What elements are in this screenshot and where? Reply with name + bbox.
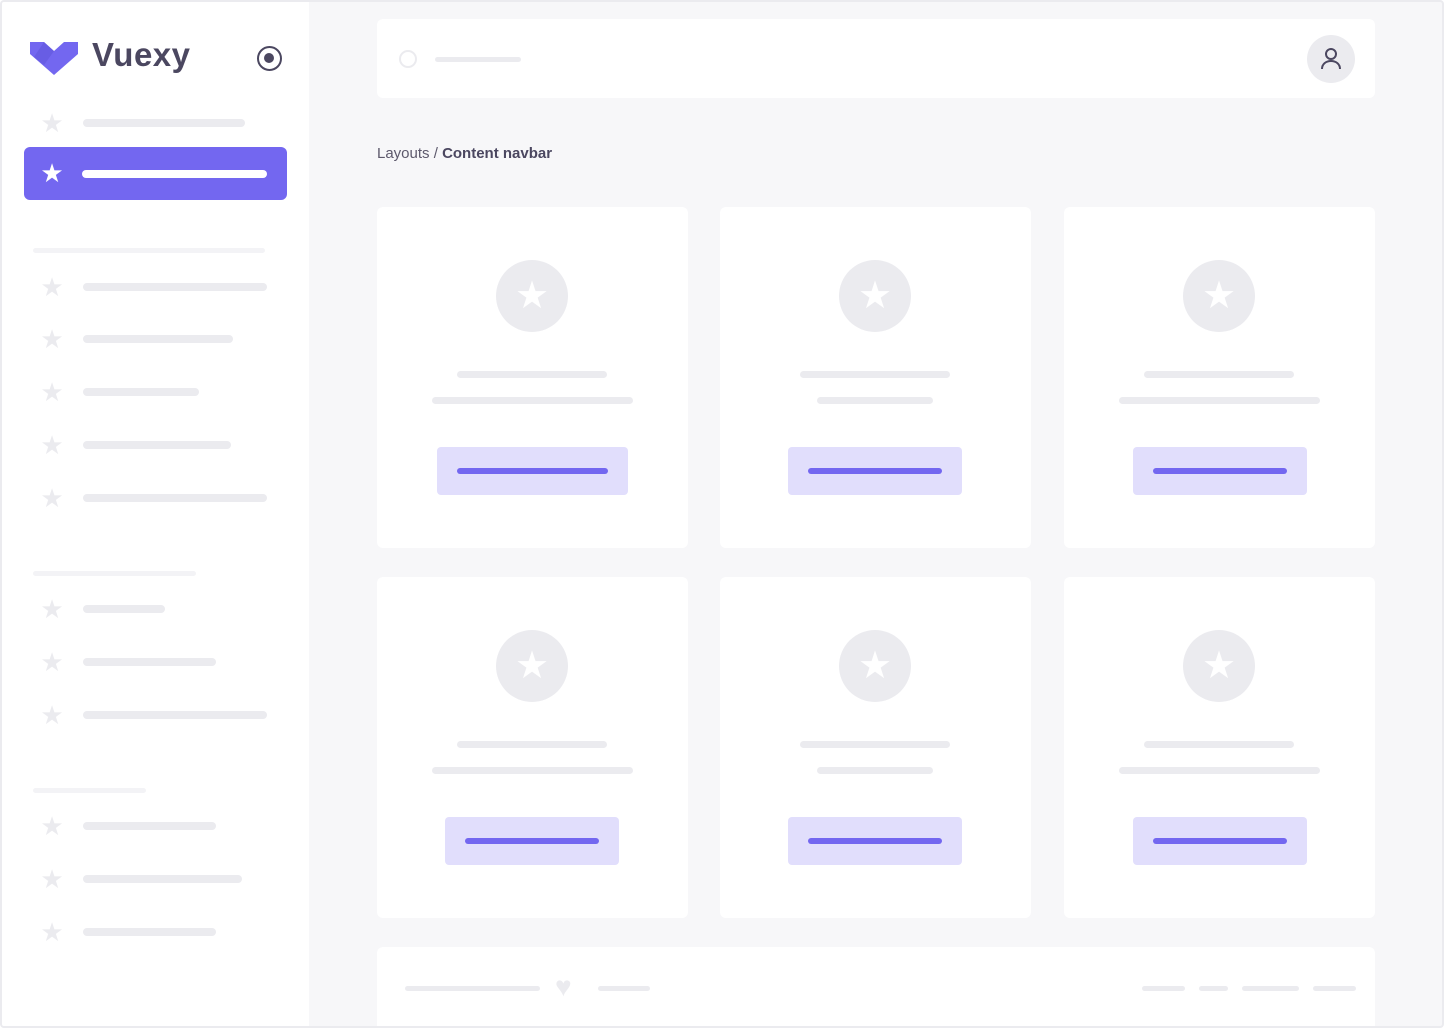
- star-icon: ★: [1183, 260, 1255, 332]
- star-icon: ★: [40, 811, 64, 841]
- star-icon: ★: [40, 430, 64, 460]
- nav-item[interactable]: ★: [38, 864, 288, 894]
- card: ★: [377, 207, 688, 548]
- card-button[interactable]: [1133, 447, 1307, 495]
- breadcrumb-separator: /: [433, 145, 438, 162]
- nav-item[interactable]: ★: [38, 700, 288, 730]
- nav-item[interactable]: ★: [38, 483, 288, 513]
- card-text-placeholder: [432, 397, 633, 404]
- nav-item[interactable]: ★: [38, 811, 288, 841]
- breadcrumb-parent[interactable]: Layouts: [377, 145, 430, 162]
- nav-item[interactable]: ★: [38, 647, 288, 677]
- section-divider: [33, 248, 265, 253]
- card-button[interactable]: [445, 817, 619, 865]
- star-icon: ★: [40, 272, 64, 302]
- user-icon: [1321, 48, 1341, 70]
- card: ★: [1064, 577, 1375, 918]
- card-title-placeholder: [457, 371, 607, 378]
- nav-label-placeholder: [83, 494, 267, 502]
- nav-item[interactable]: ★: [38, 108, 288, 138]
- footer-text-placeholder: [598, 986, 650, 991]
- nav-label-placeholder: [82, 170, 267, 178]
- card: ★: [720, 207, 1031, 548]
- user-avatar[interactable]: [1307, 35, 1355, 83]
- star-icon: ★: [839, 260, 911, 332]
- card-title-placeholder: [457, 741, 607, 748]
- card-title-placeholder: [1144, 371, 1294, 378]
- footer-text-placeholder: [405, 986, 540, 991]
- footer: ♥: [377, 947, 1375, 1026]
- card-title-placeholder: [1144, 741, 1294, 748]
- nav-label-placeholder: [83, 605, 165, 613]
- section-divider: [33, 788, 146, 793]
- search-input[interactable]: [435, 57, 521, 62]
- vuexy-logo: [30, 42, 78, 75]
- content-navbar: [377, 19, 1375, 98]
- card-title-placeholder: [800, 741, 950, 748]
- card-button[interactable]: [788, 447, 962, 495]
- breadcrumb-current: Content navbar: [442, 145, 553, 162]
- star-icon: ★: [496, 630, 568, 702]
- card-text-placeholder: [432, 767, 633, 774]
- search-icon[interactable]: [399, 50, 417, 68]
- star-icon: ★: [40, 324, 64, 354]
- nav-item[interactable]: ★: [38, 917, 288, 947]
- card: ★: [1064, 207, 1375, 548]
- star-icon: ★: [1183, 630, 1255, 702]
- star-icon: ★: [40, 377, 64, 407]
- star-icon: ★: [40, 594, 64, 624]
- star-icon: ★: [40, 483, 64, 513]
- card-button[interactable]: [788, 817, 962, 865]
- star-icon: ★: [496, 260, 568, 332]
- section-divider: [33, 571, 196, 576]
- card-text-placeholder: [817, 767, 933, 774]
- card-button[interactable]: [1133, 817, 1307, 865]
- nav-item[interactable]: ★: [38, 377, 288, 407]
- footer-link[interactable]: [1142, 986, 1185, 991]
- nav-label-placeholder: [83, 335, 233, 343]
- nav-item-active[interactable]: ★: [24, 147, 287, 200]
- star-icon: ★: [40, 700, 64, 730]
- star-icon: ★: [40, 647, 64, 677]
- star-icon: ★: [839, 630, 911, 702]
- card: ★: [720, 577, 1031, 918]
- sidebar: Vuexy ★ ★ ★ ★ ★ ★ ★ ★ ★ ★ ★ ★ ★: [2, 2, 309, 1026]
- nav-label-placeholder: [83, 875, 242, 883]
- star-icon: ★: [40, 917, 64, 947]
- star-icon: ★: [40, 158, 64, 188]
- card-button[interactable]: [437, 447, 628, 495]
- nav-item[interactable]: ★: [38, 324, 288, 354]
- nav-label-placeholder: [83, 658, 216, 666]
- nav-item[interactable]: ★: [38, 594, 288, 624]
- nav-label-placeholder: [83, 283, 267, 291]
- star-icon: ★: [40, 108, 64, 138]
- footer-link[interactable]: [1242, 986, 1299, 991]
- nav-label-placeholder: [83, 711, 267, 719]
- card-text-placeholder: [1119, 767, 1320, 774]
- heart-icon: ♥: [555, 971, 572, 1002]
- nav-label-placeholder: [83, 928, 216, 936]
- nav-label-placeholder: [83, 441, 231, 449]
- star-icon: ★: [40, 864, 64, 894]
- footer-link[interactable]: [1313, 986, 1356, 991]
- footer-link[interactable]: [1199, 986, 1228, 991]
- brand-name: Vuexy: [92, 36, 191, 73]
- card-title-placeholder: [800, 371, 950, 378]
- sidebar-toggle-icon[interactable]: [257, 46, 282, 71]
- card-text-placeholder: [817, 397, 933, 404]
- card: ★: [377, 577, 688, 918]
- nav-item[interactable]: ★: [38, 272, 288, 302]
- card-text-placeholder: [1119, 397, 1320, 404]
- nav-item[interactable]: ★: [38, 430, 288, 460]
- breadcrumb: Layouts / Content navbar: [377, 145, 552, 162]
- nav-label-placeholder: [83, 388, 199, 396]
- nav-label-placeholder: [83, 822, 216, 830]
- nav-label-placeholder: [83, 119, 245, 127]
